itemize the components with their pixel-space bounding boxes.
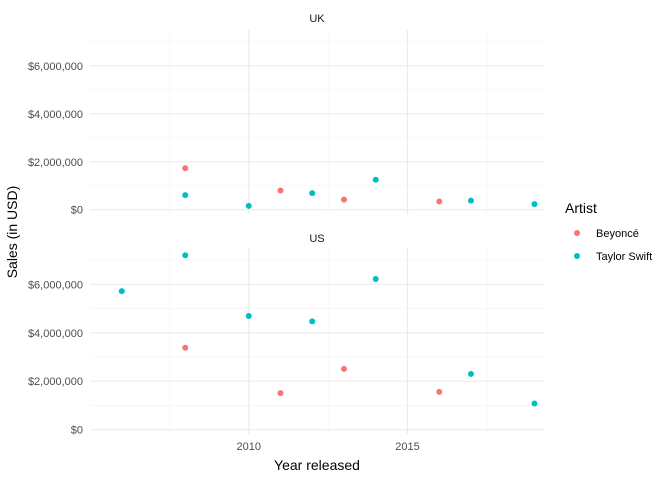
y-tick-label: $4,000,000 xyxy=(28,328,83,340)
y-tick-label: $0 xyxy=(71,205,83,217)
x-axis-title: Year released xyxy=(274,457,360,473)
y-tick-label: $2,000,000 xyxy=(28,157,83,169)
data-point xyxy=(309,190,316,197)
legend-title: Artist xyxy=(565,200,597,216)
data-point xyxy=(467,370,474,377)
y-tick-label: $2,000,000 xyxy=(28,376,83,388)
data-point xyxy=(182,165,189,172)
data-point xyxy=(277,187,284,194)
data-point xyxy=(182,192,189,199)
x-tick-label: 2015 xyxy=(395,441,419,453)
legend-key xyxy=(574,253,580,259)
data-point xyxy=(340,196,347,203)
data-point xyxy=(277,390,284,397)
legend-label: Taylor Swift xyxy=(596,251,652,263)
data-point xyxy=(531,400,538,407)
y-tick-label: $4,000,000 xyxy=(28,109,83,121)
data-point xyxy=(340,365,347,372)
data-point xyxy=(531,201,538,208)
data-point xyxy=(372,176,379,183)
y-tick-label: $0 xyxy=(71,425,83,437)
data-point xyxy=(245,202,252,209)
data-point xyxy=(118,288,125,295)
data-point xyxy=(182,252,189,259)
y-tick-label: $6,000,000 xyxy=(28,61,83,73)
legend-key xyxy=(574,230,580,236)
y-axis-title: Sales (in USD) xyxy=(4,186,20,279)
y-tick-label: $6,000,000 xyxy=(28,279,83,291)
x-tick-label: 2010 xyxy=(236,441,260,453)
data-point xyxy=(467,197,474,204)
data-point xyxy=(372,276,379,282)
legend-label: Beyoncé xyxy=(596,228,639,240)
data-point xyxy=(309,318,316,325)
data-point xyxy=(436,388,443,395)
panel-us: US $0 $2,000,000 $4,000,000 $6,000,000 xyxy=(28,233,544,437)
data-point xyxy=(245,313,252,320)
facet-label-uk: UK xyxy=(309,13,325,25)
data-point xyxy=(182,344,189,351)
facet-label-us: US xyxy=(309,233,324,245)
legend: Artist Beyoncé Taylor Swift xyxy=(565,200,652,263)
data-point xyxy=(436,198,443,205)
panel-uk: UK $0 $2,000,000 $4,000,000 $6,000,000 xyxy=(28,13,544,217)
